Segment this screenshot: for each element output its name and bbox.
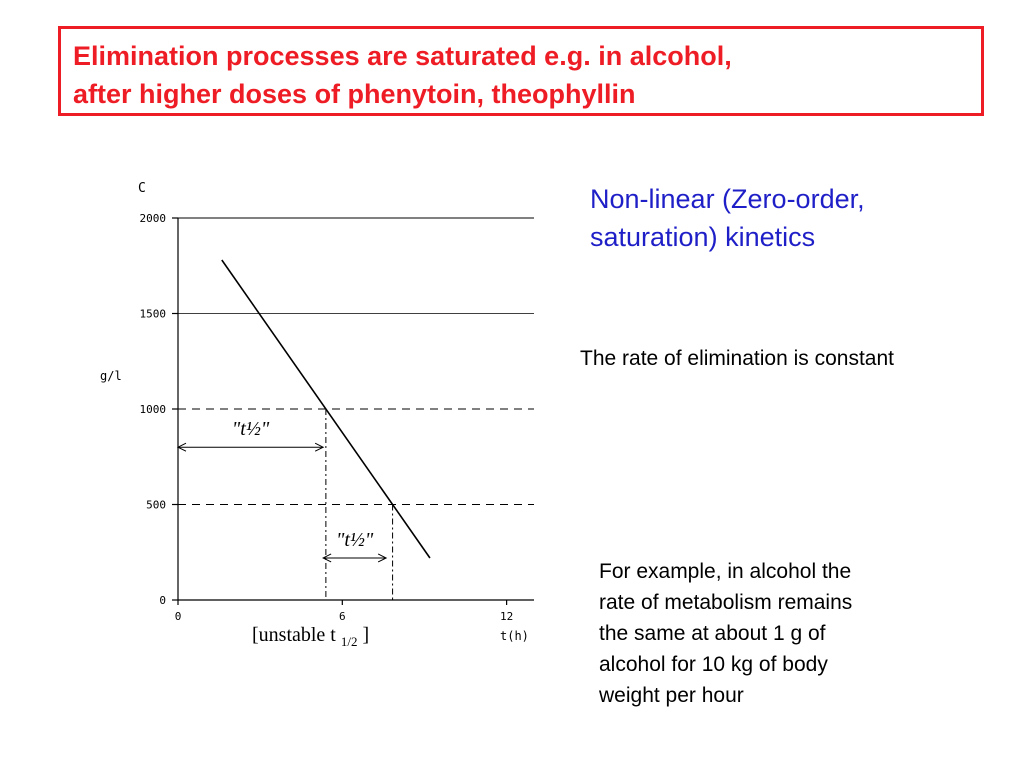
kinetics-heading: Non-linear (Zero-order, saturation) kine…: [590, 180, 1010, 256]
x-tick-label: 12: [500, 610, 513, 623]
y-tick-label: 2000: [140, 212, 167, 225]
y-tick-label: 0: [159, 594, 166, 607]
arrow-head-left: [176, 442, 187, 452]
concentration-chart: C g/l t(h) 0 500 1000 1500 2000 0 6 12 "t½" "t½": [90, 170, 560, 660]
y-tick-label: 1000: [140, 403, 167, 416]
y-axis-label-top: C: [138, 181, 146, 196]
arrow-head-right: [377, 553, 388, 563]
x-tick-label: 6: [339, 610, 346, 623]
example-line-4: alcohol for 10 kg of body: [599, 653, 828, 676]
caption-prefix: [unstable t: [252, 624, 336, 646]
title-line-2: after higher doses of phenytoin, theophy…: [73, 79, 636, 109]
caption-suffix: ]: [357, 624, 370, 646]
y-tick-label: 1500: [140, 308, 167, 321]
x-tick-label: 0: [175, 610, 182, 623]
caption-subscript: 1/2: [340, 634, 358, 649]
heading-line-1: Non-linear (Zero-order,: [590, 184, 865, 214]
example-line-2: rate of metabolism remains: [599, 591, 853, 614]
heading-line-2: saturation) kinetics: [590, 222, 816, 252]
title-box: Elimination processes are saturated e.g.…: [58, 26, 984, 116]
chart-svg: C g/l t(h) 0 500 1000 1500 2000 0 6 12 "t½" "t½": [100, 181, 534, 643]
unstable-half-life-caption: [unstable t 1/2 ]: [252, 624, 369, 650]
example-line-3: the same at about 1 g of: [599, 622, 826, 645]
arrow-head-left: [322, 553, 332, 563]
example-line-1: For example, in alcohol the: [599, 560, 852, 583]
annotation-label: "t½": [232, 418, 270, 440]
x-axis-label: t(h): [500, 629, 529, 643]
arrow-head-right: [314, 442, 325, 452]
annotation-label: "t½": [336, 529, 374, 551]
y-axis-unit-label: g/l: [100, 369, 122, 383]
rate-statement: The rate of elimination is constant: [580, 347, 894, 370]
title-line-1: Elimination processes are saturated e.g.…: [73, 41, 732, 71]
example-paragraph: For example, in alcohol the rate of meta…: [599, 556, 979, 711]
example-line-5: weight per hour: [599, 684, 744, 707]
y-tick-label: 500: [146, 499, 166, 512]
